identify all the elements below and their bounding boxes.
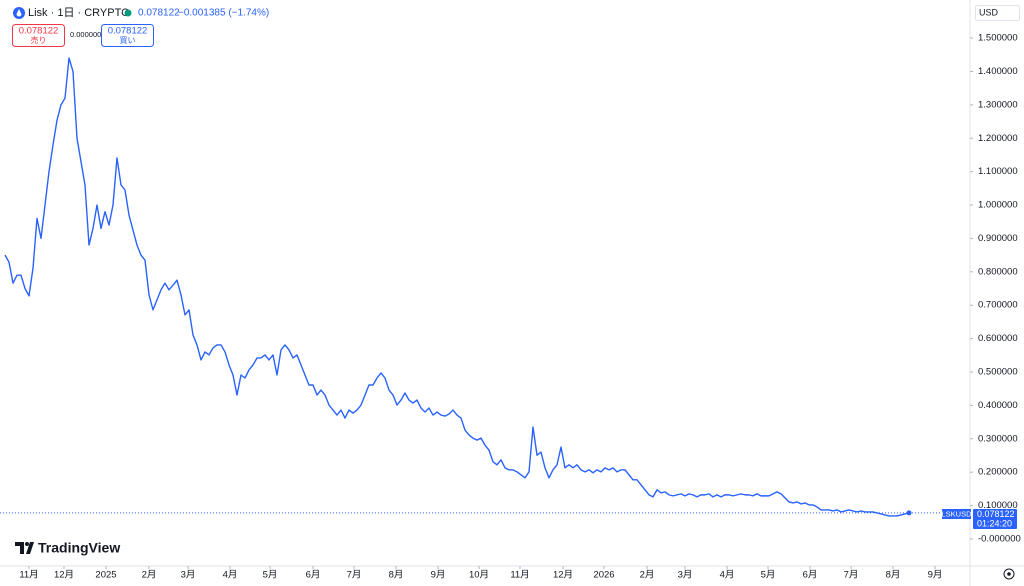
last-price: 0.078122: [138, 8, 180, 19]
x-tick-label: 2026: [593, 570, 614, 581]
x-tick-label: 2月: [142, 570, 157, 581]
currency-button[interactable]: [975, 5, 1020, 21]
price-tag-value: 0.078122: [977, 509, 1015, 519]
market-status[interactable]: [124, 9, 132, 17]
symbol-title[interactable]: Lisk · 1日 · CRYPTO: [28, 7, 130, 19]
y-tick-label: 1.500000: [978, 33, 1018, 44]
x-tick-label: 11月: [19, 570, 38, 581]
y-tick-label: -0.000000: [978, 533, 1021, 544]
settings-button[interactable]: [1003, 568, 1015, 580]
y-tick-label: 0.500000: [978, 367, 1018, 378]
y-tick-label: 0.700000: [978, 300, 1018, 311]
x-tick-label: 3月: [181, 570, 196, 581]
last-price-dot: [906, 510, 912, 516]
y-tick-label: 0.300000: [978, 433, 1018, 444]
x-tick-label: 8月: [389, 570, 404, 581]
price-line: [4, 57, 910, 517]
y-tick-label: 1.100000: [978, 166, 1018, 177]
logo-icon: [15, 542, 34, 554]
x-tick-label: 6月: [306, 570, 321, 581]
price-change: −0.001385 (−1.74%): [178, 8, 269, 19]
y-tick-label: 0.100000: [978, 500, 1018, 511]
x-tick-label: 8月: [886, 570, 901, 581]
x-tick-label: 4月: [720, 570, 735, 581]
sell-button[interactable]: [12, 24, 65, 47]
x-tick-label: 7月: [347, 570, 362, 581]
sell-price[interactable]: 0.078122: [19, 26, 59, 37]
symbol-icon-glyph: [16, 9, 22, 17]
x-tick-label: 2月: [640, 570, 655, 581]
y-tick-label: 0.200000: [978, 467, 1018, 478]
x-tick-label: 10月: [469, 570, 489, 581]
x-tick-label: 5月: [761, 570, 776, 581]
currency[interactable]: USD: [979, 7, 999, 17]
x-tick-label: 9月: [928, 570, 943, 581]
y-tick-label: 0.900000: [978, 233, 1018, 244]
x-tick-label: 2025: [95, 570, 116, 581]
x-tick-label: 9月: [431, 570, 446, 581]
x-tick-label: 7月: [844, 570, 859, 581]
x-tick-label: 5月: [263, 570, 278, 581]
x-tick-label: 12月: [553, 570, 573, 581]
logo-text: TradingView: [38, 540, 120, 556]
settings-button-dot: [1007, 572, 1011, 576]
buy-label[interactable]: 買い: [120, 36, 136, 45]
y-tick-label: 1.300000: [978, 99, 1018, 110]
x-tick-label: 6月: [803, 570, 818, 581]
sell-label[interactable]: 売り: [31, 35, 47, 45]
countdown: 01:24:20: [977, 518, 1012, 528]
y-tick-label: 1.400000: [978, 66, 1018, 77]
ticker-tag: [942, 509, 971, 519]
y-tick-label: 1.200000: [978, 133, 1018, 144]
x-tick-label: 11月: [510, 570, 529, 581]
plot-area: [0, 57, 970, 517]
y-tick-label: 1.000000: [978, 200, 1018, 211]
buy-price[interactable]: 0.078122: [108, 26, 148, 37]
y-tick-label: 0.400000: [978, 400, 1018, 411]
y-tick-label: 0.800000: [978, 266, 1018, 277]
x-tick-label: 12月: [54, 570, 74, 581]
spread: 0.000000: [70, 30, 101, 39]
buy-button[interactable]: [101, 24, 154, 47]
ticker-label: LSKUSD: [941, 509, 972, 518]
y-tick-label: 0.600000: [978, 333, 1018, 344]
price-tag: [973, 509, 1017, 529]
x-tick-label: 3月: [678, 570, 693, 581]
logo-icon-dot: [25, 542, 29, 546]
x-tick-label: 4月: [223, 570, 238, 581]
